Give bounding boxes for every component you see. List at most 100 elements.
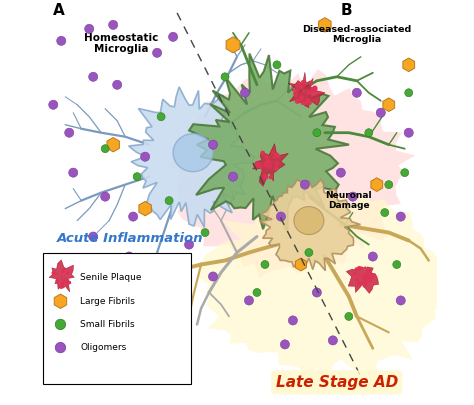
Circle shape: [276, 212, 285, 221]
Circle shape: [396, 212, 405, 221]
Circle shape: [89, 232, 98, 241]
Circle shape: [365, 129, 373, 137]
Circle shape: [366, 270, 371, 275]
Polygon shape: [107, 138, 119, 152]
Text: Large Fibrils: Large Fibrils: [80, 297, 135, 306]
Circle shape: [353, 271, 357, 275]
Circle shape: [101, 145, 109, 153]
Circle shape: [261, 260, 269, 269]
Circle shape: [66, 279, 69, 281]
Circle shape: [62, 279, 66, 283]
Circle shape: [373, 275, 375, 277]
Text: Oligomers: Oligomers: [80, 343, 126, 352]
Polygon shape: [167, 69, 416, 279]
Circle shape: [305, 99, 310, 104]
Circle shape: [57, 36, 66, 45]
Text: Small Fibrils: Small Fibrils: [80, 320, 135, 329]
Circle shape: [153, 48, 162, 58]
Circle shape: [364, 266, 366, 269]
Circle shape: [274, 166, 279, 171]
Circle shape: [305, 249, 313, 256]
Circle shape: [228, 172, 237, 181]
Circle shape: [59, 284, 64, 289]
Circle shape: [363, 285, 365, 287]
Circle shape: [66, 280, 69, 282]
Polygon shape: [226, 37, 240, 53]
Polygon shape: [319, 18, 331, 32]
Circle shape: [63, 280, 65, 282]
Circle shape: [301, 80, 305, 84]
Circle shape: [100, 192, 110, 201]
Circle shape: [273, 156, 275, 159]
Circle shape: [209, 140, 218, 149]
Circle shape: [276, 167, 279, 170]
Circle shape: [62, 268, 64, 270]
Circle shape: [299, 85, 301, 87]
Circle shape: [363, 283, 367, 288]
Circle shape: [263, 174, 268, 179]
Circle shape: [357, 281, 360, 284]
Polygon shape: [128, 87, 255, 227]
Text: B: B: [341, 3, 353, 18]
Circle shape: [288, 316, 298, 325]
Circle shape: [368, 269, 371, 271]
Circle shape: [273, 152, 280, 158]
Circle shape: [255, 161, 259, 165]
Circle shape: [363, 274, 368, 279]
Circle shape: [263, 174, 268, 180]
Polygon shape: [189, 53, 349, 232]
Circle shape: [294, 88, 299, 93]
Circle shape: [293, 92, 298, 97]
Circle shape: [260, 166, 263, 170]
Circle shape: [64, 128, 74, 137]
Circle shape: [385, 181, 393, 189]
Circle shape: [278, 155, 281, 158]
Text: Acute Inflammation: Acute Inflammation: [57, 232, 204, 245]
Circle shape: [364, 282, 366, 284]
Circle shape: [363, 276, 367, 280]
Circle shape: [304, 82, 307, 85]
Circle shape: [404, 128, 413, 137]
Polygon shape: [259, 180, 361, 271]
Circle shape: [352, 88, 361, 97]
Polygon shape: [197, 191, 449, 380]
Circle shape: [271, 151, 274, 154]
Circle shape: [301, 101, 305, 105]
Circle shape: [55, 273, 58, 275]
Circle shape: [60, 282, 64, 287]
Circle shape: [61, 278, 63, 280]
Circle shape: [365, 280, 367, 282]
Circle shape: [313, 89, 315, 91]
Ellipse shape: [173, 134, 213, 172]
Text: Homeostatic
Microglia: Homeostatic Microglia: [84, 33, 158, 54]
Circle shape: [274, 161, 279, 165]
Circle shape: [269, 175, 273, 179]
Polygon shape: [403, 58, 415, 72]
Circle shape: [253, 288, 261, 296]
Circle shape: [362, 275, 365, 278]
Circle shape: [157, 113, 165, 121]
Circle shape: [65, 284, 68, 287]
Circle shape: [256, 162, 262, 168]
Circle shape: [306, 90, 311, 95]
Circle shape: [405, 89, 413, 97]
Circle shape: [295, 84, 298, 87]
Circle shape: [364, 273, 365, 275]
Circle shape: [49, 100, 58, 109]
Circle shape: [364, 278, 369, 284]
Circle shape: [357, 266, 362, 271]
Text: Diseased-associated
Microglia: Diseased-associated Microglia: [302, 25, 411, 44]
Polygon shape: [54, 294, 67, 309]
Circle shape: [308, 98, 310, 101]
Circle shape: [307, 100, 312, 105]
Circle shape: [65, 282, 67, 284]
Circle shape: [368, 276, 372, 280]
Circle shape: [69, 168, 78, 177]
Polygon shape: [49, 260, 74, 292]
Circle shape: [55, 342, 66, 353]
Circle shape: [299, 100, 301, 102]
Polygon shape: [253, 144, 288, 186]
Circle shape: [55, 319, 66, 330]
Text: Late Stage AD: Late Stage AD: [276, 375, 398, 390]
Circle shape: [55, 279, 60, 283]
